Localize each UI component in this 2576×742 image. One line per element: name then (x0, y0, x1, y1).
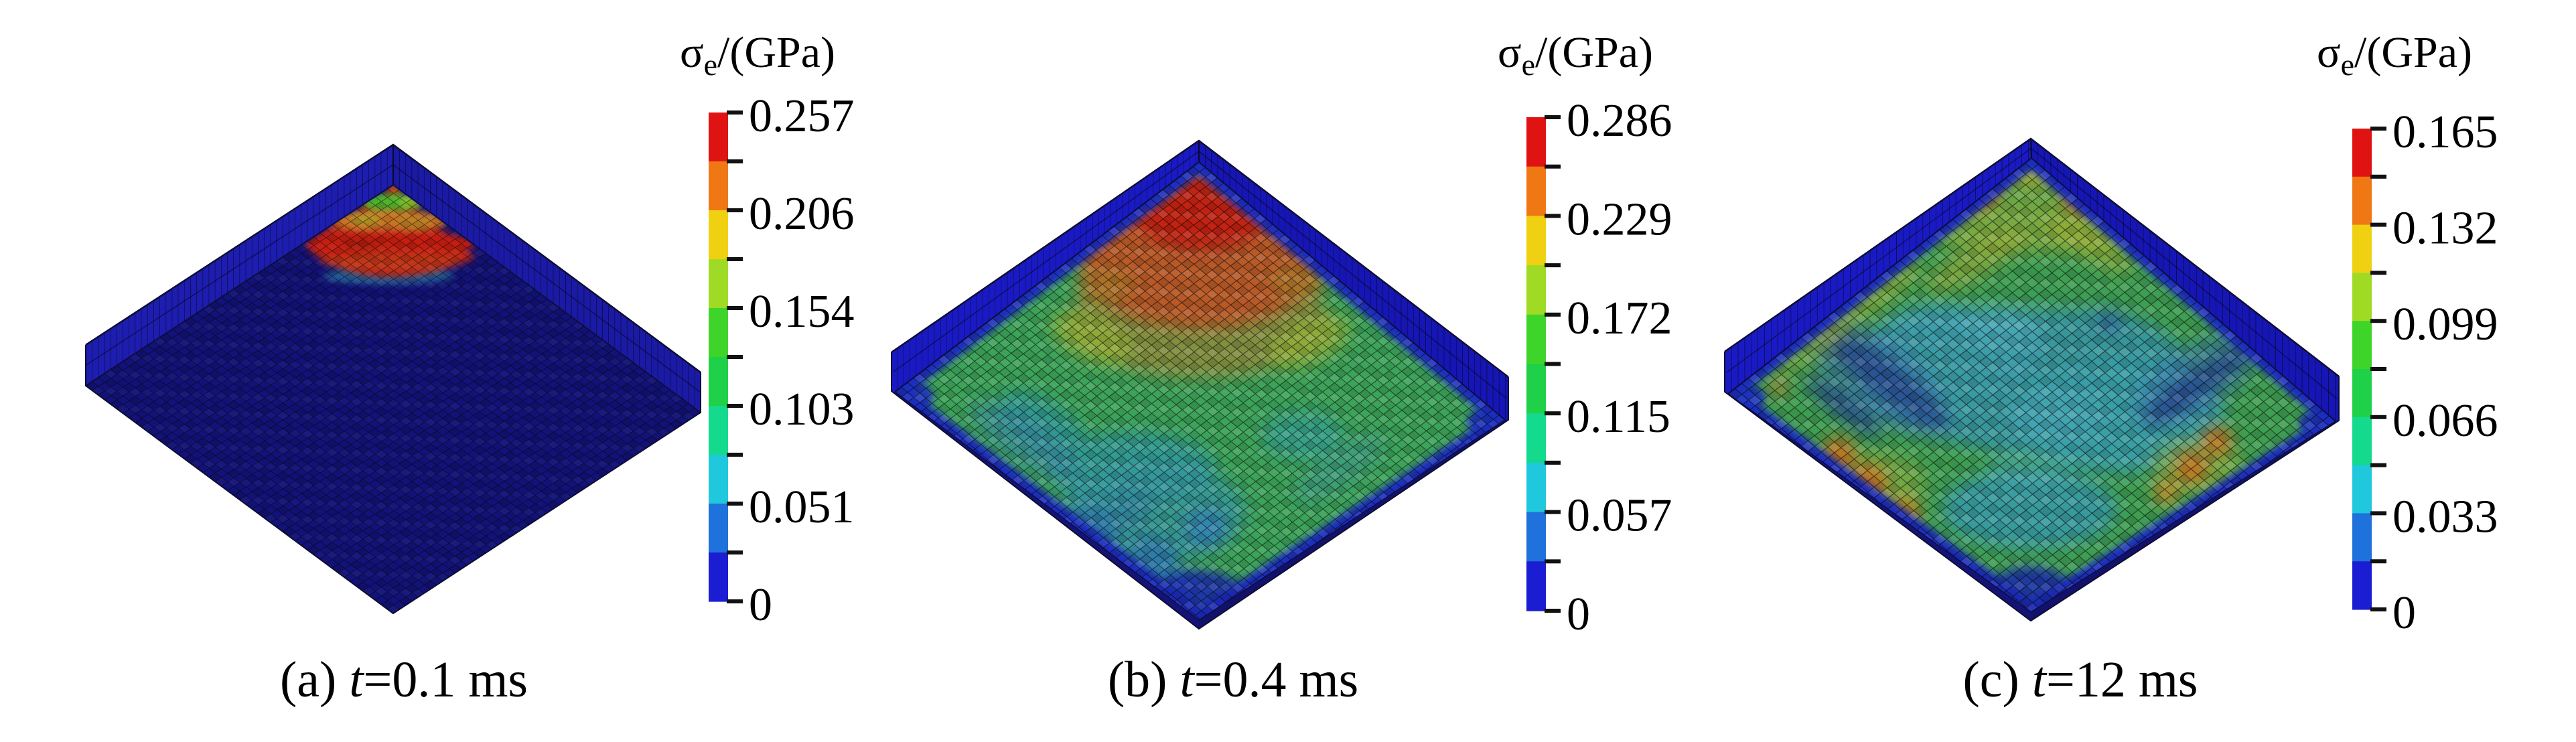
svg-text:0: 0 (749, 579, 772, 631)
svg-text:0.057: 0.057 (1567, 490, 1672, 542)
svg-text:0.229: 0.229 (1567, 194, 1672, 245)
svg-text:0.132: 0.132 (2392, 203, 2498, 254)
svg-text:0.286: 0.286 (1567, 95, 1672, 147)
svg-text:(b) t=0.4 ms: (b) t=0.4 ms (1108, 652, 1358, 708)
svg-text:0.099: 0.099 (2392, 299, 2498, 350)
svg-text:0: 0 (1567, 589, 1590, 640)
svg-text:σe/(GPa): σe/(GPa) (2317, 28, 2472, 82)
svg-text:0.103: 0.103 (749, 384, 855, 435)
svg-text:0.066: 0.066 (2392, 395, 2498, 447)
svg-text:0.172: 0.172 (1567, 293, 1672, 344)
svg-text:0.115: 0.115 (1567, 391, 1670, 443)
svg-text:0.154: 0.154 (749, 286, 855, 338)
svg-text:0.257: 0.257 (749, 90, 855, 142)
svg-text:0.206: 0.206 (749, 188, 855, 240)
svg-text:(a) t=0.1 ms: (a) t=0.1 ms (280, 652, 528, 708)
svg-text:0.165: 0.165 (2392, 106, 2498, 158)
svg-text:(c) t=12 ms: (c) t=12 ms (1962, 652, 2198, 708)
svg-text:σe/(GPa): σe/(GPa) (1498, 28, 1653, 82)
svg-text:0: 0 (2392, 587, 2416, 639)
svg-text:0.033: 0.033 (2392, 491, 2498, 542)
svg-text:0.051: 0.051 (749, 481, 855, 533)
svg-text:σe/(GPa): σe/(GPa) (680, 28, 835, 82)
